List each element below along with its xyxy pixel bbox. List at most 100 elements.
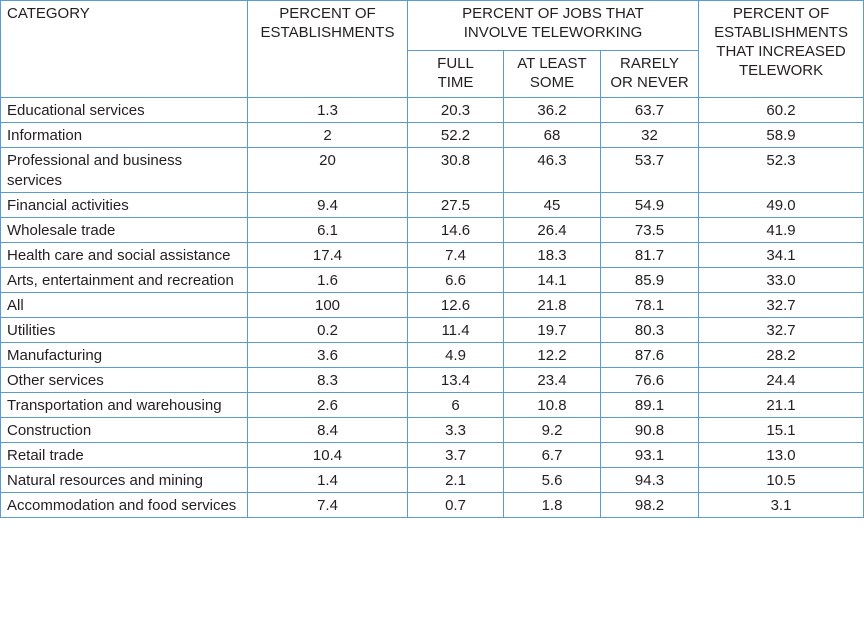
table-row: Natural resources and mining 1.4 2.1 5.6 94.… bbox=[0, 467, 864, 493]
value-cell: 34.1 bbox=[698, 242, 864, 268]
value-cell: 15.1 bbox=[698, 417, 864, 443]
value-cell: 1.8 bbox=[503, 492, 601, 518]
table-row: Utilities 0.2 11.4 19.7 80.3 32.7 bbox=[0, 317, 864, 343]
table-row: Other services 8.3 13.4 23.4 76.6 24.4 bbox=[0, 367, 864, 393]
value-cell: 8.4 bbox=[247, 417, 408, 443]
value-cell: 68 bbox=[503, 122, 601, 148]
value-cell: 2 bbox=[247, 122, 408, 148]
value-cell: 21.8 bbox=[503, 292, 601, 318]
category-cell: Professional and business services bbox=[0, 147, 248, 193]
header-at-least-some: AT LEAST SOME bbox=[503, 50, 601, 98]
value-cell: 10.4 bbox=[247, 442, 408, 468]
header-rarely-or-never: RARELY OR NEVER bbox=[599, 50, 700, 98]
value-cell: 52.3 bbox=[698, 147, 864, 193]
value-cell: 30.8 bbox=[407, 147, 504, 193]
value-cell: 1.4 bbox=[247, 467, 408, 493]
category-cell: Financial activities bbox=[0, 192, 248, 218]
value-cell: 3.7 bbox=[407, 442, 504, 468]
value-cell: 63.7 bbox=[599, 97, 700, 123]
value-cell: 85.9 bbox=[599, 267, 700, 293]
value-cell: 9.2 bbox=[503, 417, 601, 443]
value-cell: 45 bbox=[503, 192, 601, 218]
value-cell: 20.3 bbox=[407, 97, 504, 123]
table-row: Arts, entertainment and recreation 1.6 6.6… bbox=[0, 267, 864, 293]
category-cell: Retail trade bbox=[0, 442, 248, 468]
table-row: Information 2 52.2 68 32 58.9 bbox=[0, 122, 864, 148]
value-cell: 3.6 bbox=[247, 342, 408, 368]
value-cell: 24.4 bbox=[698, 367, 864, 393]
value-cell: 1.3 bbox=[247, 97, 408, 123]
value-cell: 4.9 bbox=[407, 342, 504, 368]
value-cell: 5.6 bbox=[503, 467, 601, 493]
value-cell: 98.2 bbox=[599, 492, 700, 518]
value-cell: 2.6 bbox=[247, 392, 408, 418]
value-cell: 46.3 bbox=[503, 147, 601, 193]
value-cell: 7.4 bbox=[407, 242, 504, 268]
value-cell: 3.1 bbox=[698, 492, 864, 518]
value-cell: 6.1 bbox=[247, 217, 408, 243]
value-cell: 1.6 bbox=[247, 267, 408, 293]
value-cell: 26.4 bbox=[503, 217, 601, 243]
value-cell: 32 bbox=[599, 122, 700, 148]
value-cell: 58.9 bbox=[698, 122, 864, 148]
category-cell: Utilities bbox=[0, 317, 248, 343]
value-cell: 78.1 bbox=[599, 292, 700, 318]
value-cell: 28.2 bbox=[698, 342, 864, 368]
category-cell: All bbox=[0, 292, 248, 318]
value-cell: 36.2 bbox=[503, 97, 601, 123]
value-cell: 11.4 bbox=[407, 317, 504, 343]
value-cell: 52.2 bbox=[407, 122, 504, 148]
value-cell: 6 bbox=[407, 392, 504, 418]
table-row: Accommodation and food services 7.4 0.7 1.8… bbox=[0, 492, 864, 518]
telework-table: CATEGORY PERCENT OF ESTABLISHMENTS PERCE… bbox=[0, 0, 864, 518]
value-cell: 20 bbox=[247, 147, 408, 193]
value-cell: 87.6 bbox=[599, 342, 700, 368]
header-category: CATEGORY bbox=[0, 0, 248, 98]
category-cell: Wholesale trade bbox=[0, 217, 248, 243]
table-row: Wholesale trade 6.1 14.6 26.4 73.5 41.9 bbox=[0, 217, 864, 243]
value-cell: 94.3 bbox=[599, 467, 700, 493]
value-cell: 18.3 bbox=[503, 242, 601, 268]
category-cell: Health care and social assistance bbox=[0, 242, 248, 268]
table-row: Manufacturing 3.6 4.9 12.2 87.6 28.2 bbox=[0, 342, 864, 368]
value-cell: 27.5 bbox=[407, 192, 504, 218]
value-cell: 14.1 bbox=[503, 267, 601, 293]
value-cell: 53.7 bbox=[599, 147, 700, 193]
value-cell: 10.5 bbox=[698, 467, 864, 493]
value-cell: 89.1 bbox=[599, 392, 700, 418]
category-cell: Educational services bbox=[0, 97, 248, 123]
category-cell: Natural resources and mining bbox=[0, 467, 248, 493]
value-cell: 81.7 bbox=[599, 242, 700, 268]
value-cell: 76.6 bbox=[599, 367, 700, 393]
value-cell: 32.7 bbox=[698, 292, 864, 318]
value-cell: 33.0 bbox=[698, 267, 864, 293]
value-cell: 7.4 bbox=[247, 492, 408, 518]
table-body: Educational services 1.3 20.3 36.2 63.7 60.2 I… bbox=[0, 97, 864, 518]
table-row: Transportation and warehousing 2.6 6 10.8 89… bbox=[0, 392, 864, 418]
table-row: Construction 8.4 3.3 9.2 90.8 15.1 bbox=[0, 417, 864, 443]
value-cell: 21.1 bbox=[698, 392, 864, 418]
value-cell: 12.6 bbox=[407, 292, 504, 318]
table-row: Educational services 1.3 20.3 36.2 63.7 60.2 bbox=[0, 97, 864, 123]
value-cell: 12.2 bbox=[503, 342, 601, 368]
value-cell: 9.4 bbox=[247, 192, 408, 218]
category-cell: Construction bbox=[0, 417, 248, 443]
category-cell: Accommodation and food services bbox=[0, 492, 248, 518]
value-cell: 32.7 bbox=[698, 317, 864, 343]
value-cell: 80.3 bbox=[599, 317, 700, 343]
value-cell: 6.7 bbox=[503, 442, 601, 468]
value-cell: 0.7 bbox=[407, 492, 504, 518]
value-cell: 13.4 bbox=[407, 367, 504, 393]
value-cell: 19.7 bbox=[503, 317, 601, 343]
category-cell: Transportation and warehousing bbox=[0, 392, 248, 418]
value-cell: 49.0 bbox=[698, 192, 864, 218]
value-cell: 6.6 bbox=[407, 267, 504, 293]
value-cell: 2.1 bbox=[407, 467, 504, 493]
value-cell: 8.3 bbox=[247, 367, 408, 393]
value-cell: 54.9 bbox=[599, 192, 700, 218]
header-increased: PERCENT OF ESTABLISHMENTS THAT INCREASED… bbox=[698, 0, 864, 98]
value-cell: 13.0 bbox=[698, 442, 864, 468]
value-cell: 41.9 bbox=[698, 217, 864, 243]
value-cell: 73.5 bbox=[599, 217, 700, 243]
